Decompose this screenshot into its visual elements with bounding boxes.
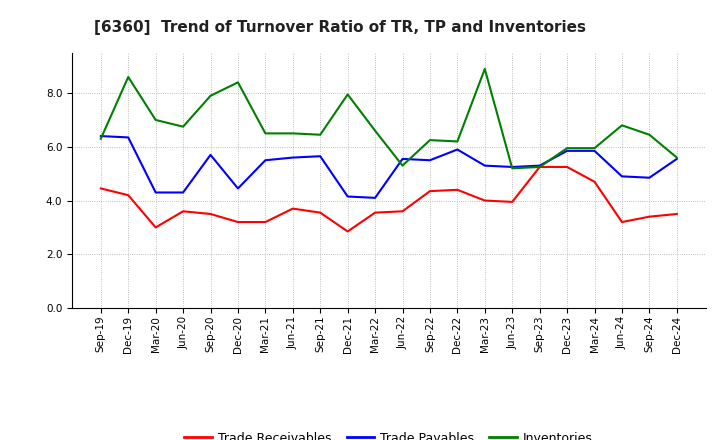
- Inventories: [672, 155, 681, 160]
- Trade Receivables: [645, 214, 654, 219]
- Inventories: [151, 117, 160, 123]
- Trade Payables: [645, 175, 654, 180]
- Inventories: [536, 164, 544, 169]
- Trade Receivables: [508, 199, 516, 205]
- Inventories: [124, 74, 132, 80]
- Trade Receivables: [672, 211, 681, 216]
- Trade Receivables: [563, 164, 572, 169]
- Trade Payables: [124, 135, 132, 140]
- Trade Payables: [96, 133, 105, 139]
- Trade Receivables: [316, 210, 325, 215]
- Trade Receivables: [590, 179, 599, 184]
- Trade Receivables: [289, 206, 297, 211]
- Trade Payables: [563, 148, 572, 154]
- Inventories: [563, 146, 572, 151]
- Trade Receivables: [536, 164, 544, 169]
- Trade Payables: [480, 163, 489, 168]
- Inventories: [343, 92, 352, 97]
- Trade Payables: [261, 158, 270, 163]
- Trade Payables: [371, 195, 379, 201]
- Inventories: [206, 93, 215, 99]
- Inventories: [371, 128, 379, 133]
- Trade Payables: [343, 194, 352, 199]
- Inventories: [316, 132, 325, 137]
- Inventories: [179, 124, 187, 129]
- Trade Payables: [590, 148, 599, 154]
- Text: [6360]  Trend of Turnover Ratio of TR, TP and Inventories: [6360] Trend of Turnover Ratio of TR, TP…: [94, 20, 585, 35]
- Trade Receivables: [343, 229, 352, 234]
- Inventories: [480, 66, 489, 72]
- Inventories: [233, 80, 242, 85]
- Trade Payables: [618, 174, 626, 179]
- Inventories: [590, 146, 599, 151]
- Trade Payables: [233, 186, 242, 191]
- Trade Receivables: [398, 209, 407, 214]
- Trade Payables: [206, 152, 215, 158]
- Trade Receivables: [618, 220, 626, 225]
- Inventories: [289, 131, 297, 136]
- Trade Receivables: [480, 198, 489, 203]
- Inventories: [618, 123, 626, 128]
- Trade Receivables: [124, 193, 132, 198]
- Line: Trade Receivables: Trade Receivables: [101, 167, 677, 231]
- Inventories: [508, 166, 516, 171]
- Trade Payables: [398, 156, 407, 161]
- Trade Payables: [426, 158, 434, 163]
- Trade Payables: [316, 154, 325, 159]
- Trade Receivables: [233, 220, 242, 225]
- Trade Receivables: [206, 211, 215, 216]
- Trade Receivables: [261, 220, 270, 225]
- Trade Payables: [536, 163, 544, 168]
- Trade Receivables: [371, 210, 379, 215]
- Trade Payables: [151, 190, 160, 195]
- Inventories: [426, 137, 434, 143]
- Inventories: [261, 131, 270, 136]
- Inventories: [645, 132, 654, 137]
- Trade Payables: [289, 155, 297, 160]
- Trade Receivables: [151, 225, 160, 230]
- Line: Inventories: Inventories: [101, 69, 677, 169]
- Inventories: [398, 163, 407, 168]
- Legend: Trade Receivables, Trade Payables, Inventories: Trade Receivables, Trade Payables, Inven…: [179, 427, 598, 440]
- Trade Payables: [508, 164, 516, 169]
- Trade Receivables: [426, 188, 434, 194]
- Line: Trade Payables: Trade Payables: [101, 136, 677, 198]
- Inventories: [453, 139, 462, 144]
- Trade Receivables: [96, 186, 105, 191]
- Trade Receivables: [453, 187, 462, 192]
- Trade Payables: [453, 147, 462, 152]
- Inventories: [96, 136, 105, 141]
- Trade Receivables: [179, 209, 187, 214]
- Trade Payables: [179, 190, 187, 195]
- Trade Payables: [672, 156, 681, 161]
